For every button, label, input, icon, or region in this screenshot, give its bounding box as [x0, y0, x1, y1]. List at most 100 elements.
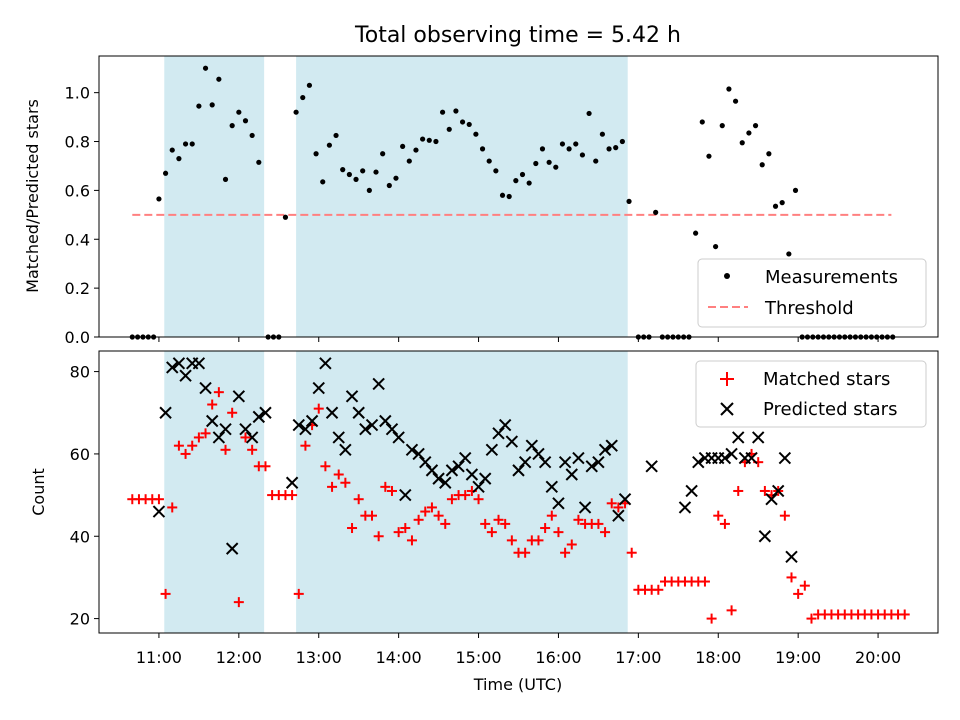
predicted-star-point: [192, 357, 206, 370]
measurement-point: [293, 109, 299, 115]
matched-star-point: [626, 547, 637, 558]
marker-stroke: [678, 501, 692, 514]
matched-star-point: [433, 510, 444, 521]
y-tick-label: 40: [70, 527, 90, 546]
measurement-point: [182, 141, 189, 147]
measurement-point: [216, 76, 222, 82]
marker-stroke: [292, 418, 305, 432]
marker-stroke: [225, 542, 239, 555]
shaded-interval: [164, 56, 265, 337]
marker-stroke: [718, 451, 732, 465]
measurement-point: [446, 126, 452, 132]
predicted-star-point: [492, 427, 505, 440]
measurement-point: [282, 214, 289, 220]
marker-stroke: [452, 460, 465, 473]
marker-stroke: [365, 418, 379, 432]
predicted-star-point: [578, 501, 592, 514]
measurement-point: [879, 334, 885, 340]
measurement-point: [493, 168, 499, 174]
measurement-point: [792, 187, 799, 193]
marker-stroke: [239, 423, 252, 436]
matched-star-point: [446, 494, 457, 505]
predicted-star-point: [605, 439, 618, 452]
marker-stroke: [778, 451, 792, 465]
matched-star-point: [759, 485, 770, 496]
predicted-star-point: [352, 406, 365, 419]
measurement-point: [847, 334, 853, 340]
matched-star-point: [486, 527, 497, 538]
measurement-point: [706, 153, 712, 159]
predicted-star-point: [518, 455, 532, 469]
measurement-point: [420, 136, 426, 142]
measurement-point: [831, 334, 837, 340]
marker-stroke: [518, 455, 532, 469]
measurement-point: [229, 123, 235, 129]
measurement-point: [353, 176, 359, 182]
matched-star-point: [220, 444, 231, 455]
marker-stroke: [692, 455, 705, 469]
measurement-point: [486, 158, 492, 164]
predicted-star-point: [412, 447, 425, 461]
predicted-star-point: [232, 390, 246, 403]
marker-stroke: [312, 381, 325, 395]
measurement-point: [413, 147, 419, 153]
marker-stroke: [785, 550, 798, 564]
matched-star-point: [333, 469, 344, 480]
marker-stroke: [612, 509, 625, 522]
predicted-star-point: [459, 451, 472, 465]
predicted-star-point: [305, 414, 319, 428]
marker-stroke: [172, 357, 186, 370]
marker-stroke: [512, 464, 525, 477]
measurement-point: [719, 123, 725, 129]
measurement-point: [406, 158, 412, 164]
measurement-point: [129, 334, 135, 340]
matched-star-point: [733, 485, 744, 496]
predicted-star-point: [252, 410, 266, 424]
matched-star-point: [480, 518, 491, 529]
measurement-point: [459, 119, 466, 125]
measurement-point: [836, 334, 843, 340]
matched-star-point: [347, 523, 358, 534]
predicted-star-point: [399, 488, 412, 502]
predicted-star-point: [432, 472, 445, 485]
bottom-plot-frame: [98, 350, 939, 634]
marker-stroke: [379, 414, 392, 428]
matched-star-point: [713, 510, 724, 521]
matched-star-point: [719, 518, 730, 529]
marker-stroke: [425, 464, 439, 477]
marker-stroke: [372, 377, 385, 391]
matched-star-point: [353, 494, 364, 505]
shaded-interval: [164, 351, 265, 633]
predicted-star-point: [405, 443, 419, 457]
chart-title: Total observing time = 5.42 h: [354, 23, 681, 48]
measurement-point: [890, 334, 896, 340]
measurement-point: [196, 103, 202, 109]
measurement-point: [300, 94, 306, 101]
matched-star-point: [406, 535, 417, 546]
legend-predicted-label: Predicted stars: [763, 399, 897, 420]
marker-stroke: [758, 530, 772, 543]
measurement-point: [858, 334, 864, 340]
measurement-point: [863, 334, 869, 340]
matched-star-point: [340, 477, 351, 488]
marker-stroke: [419, 455, 432, 469]
marker-stroke: [299, 423, 312, 436]
matched-star-point: [493, 514, 504, 525]
marker-stroke: [565, 468, 578, 481]
marker-stroke: [332, 431, 345, 444]
measurement-point: [499, 192, 506, 198]
matched-star-point: [300, 440, 311, 451]
bottom-legend-box: [695, 360, 927, 428]
marker-stroke: [498, 418, 512, 432]
measurement-point: [533, 160, 539, 167]
measurement-point: [519, 171, 526, 178]
measurement-point: [373, 169, 379, 175]
marker-stroke: [345, 390, 359, 403]
predicted-star-point: [365, 418, 379, 432]
predicted-star-point: [545, 480, 559, 494]
predicted-star-point: [725, 447, 738, 461]
measurement-point: [659, 334, 665, 340]
predicted-star-point: [212, 431, 226, 444]
marker-stroke: [259, 406, 272, 419]
